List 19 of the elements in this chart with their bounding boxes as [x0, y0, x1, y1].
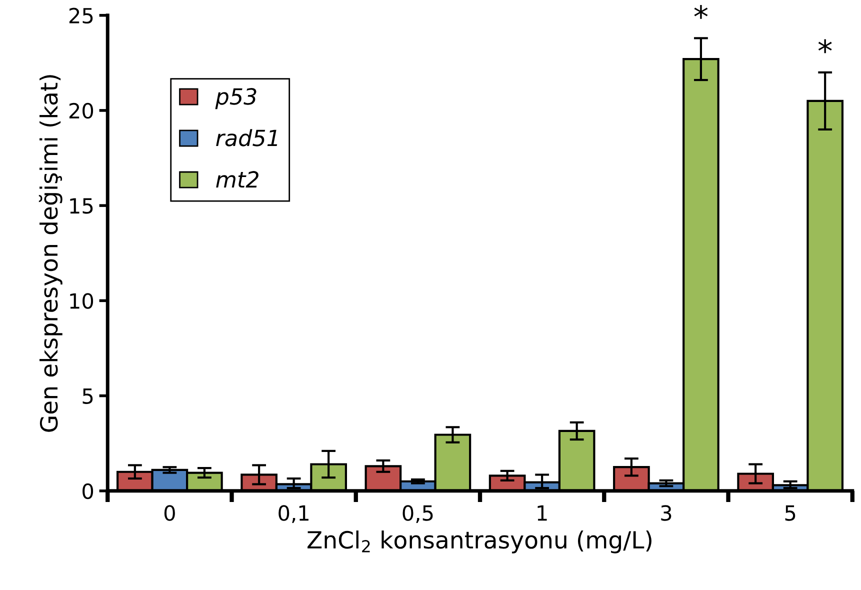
y-tick-label: 15	[70, 198, 93, 214]
y-tick-label: 0	[82, 483, 94, 500]
y-tick-label: 25	[69, 8, 93, 24]
x-tick-label: 3	[661, 505, 672, 521]
y-tick-label: 5	[82, 388, 93, 404]
y-axis-title: Gen ekspresyon değişimi (kat)	[38, 75, 62, 432]
legend-label: p53	[215, 88, 256, 110]
x-axis-title: ZnCl$_{2}$ konsantrasyonu (mg/L)	[308, 530, 652, 554]
legend-label: rad51	[216, 129, 278, 146]
y-tick-label: 10	[70, 293, 94, 309]
x-tick-label: 0,5	[402, 505, 433, 524]
x-tick-label: 0	[164, 505, 175, 521]
annotation: *	[694, 4, 708, 19]
x-tick-label: 5	[785, 505, 796, 521]
x-tick-label: 0,1	[278, 505, 308, 524]
annotation: *	[818, 39, 832, 54]
x-tick-label: 1	[538, 505, 547, 521]
y-tick-label: 20	[69, 102, 94, 119]
legend-label: mt2	[216, 171, 258, 188]
